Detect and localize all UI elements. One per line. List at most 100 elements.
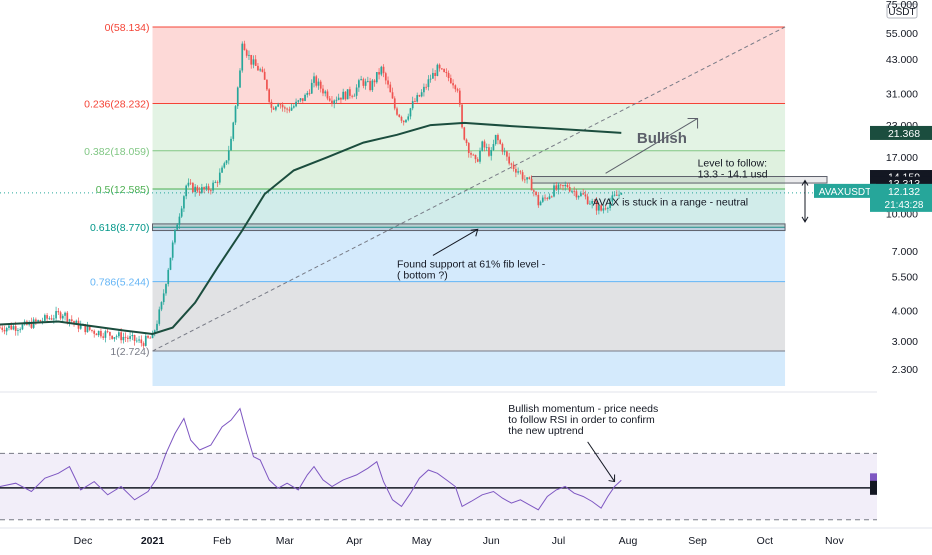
candle[interactable]	[360, 75, 362, 81]
candle[interactable]	[490, 147, 493, 161]
candle[interactable]	[405, 119, 407, 123]
candle[interactable]	[591, 198, 593, 209]
candle[interactable]	[515, 165, 517, 178]
candle[interactable]	[510, 162, 513, 169]
candle[interactable]	[102, 332, 105, 341]
candle[interactable]	[483, 139, 486, 152]
candle[interactable]	[447, 70, 450, 82]
candle[interactable]	[95, 333, 98, 336]
price-scale-unit[interactable]: USDT	[886, 3, 918, 19]
candle[interactable]	[304, 93, 306, 102]
candle[interactable]	[0, 324, 1, 329]
candle[interactable]	[409, 107, 412, 120]
candle[interactable]	[539, 200, 542, 206]
candle[interactable]	[366, 76, 369, 83]
candle[interactable]	[288, 106, 291, 113]
price-axis[interactable]: USDT55.00043.00031.00023.00017.00013.000…	[814, 0, 932, 550]
candle[interactable]	[140, 335, 143, 347]
candle[interactable]	[160, 301, 163, 312]
candle[interactable]	[541, 195, 544, 203]
candle[interactable]	[479, 147, 481, 164]
candle[interactable]	[254, 55, 257, 66]
candle[interactable]	[331, 96, 333, 107]
candle[interactable]	[310, 79, 313, 94]
candle[interactable]	[438, 63, 441, 72]
candle[interactable]	[326, 89, 329, 101]
candle[interactable]	[528, 176, 531, 180]
candle[interactable]	[470, 151, 472, 158]
candle[interactable]	[494, 134, 497, 146]
time-axis[interactable]: Dec 2021 Feb Mar Apr May Jun Jul Aug Sep Oct Nov	[0, 527, 932, 547]
candle[interactable]	[180, 205, 183, 218]
candle[interactable]	[454, 84, 457, 93]
candle[interactable]	[432, 68, 434, 79]
candle[interactable]	[562, 184, 564, 191]
candle[interactable]	[613, 191, 616, 197]
candle[interactable]	[396, 106, 398, 116]
candle[interactable]	[109, 331, 111, 341]
candle[interactable]	[548, 193, 551, 200]
candle[interactable]	[194, 183, 196, 197]
candle[interactable]	[230, 136, 232, 151]
candle[interactable]	[593, 198, 596, 202]
candle[interactable]	[553, 183, 555, 198]
candle[interactable]	[611, 191, 614, 206]
candle[interactable]	[124, 332, 127, 343]
candle[interactable]	[236, 86, 239, 109]
candle[interactable]	[196, 185, 199, 193]
candle[interactable]	[456, 87, 459, 93]
candle[interactable]	[595, 197, 598, 215]
candle[interactable]	[8, 325, 10, 331]
candle[interactable]	[369, 77, 371, 92]
candle[interactable]	[378, 68, 380, 80]
candle[interactable]	[3, 325, 6, 335]
candle[interactable]	[472, 153, 475, 156]
candle[interactable]	[279, 102, 282, 109]
candle[interactable]	[225, 160, 228, 165]
candle[interactable]	[252, 55, 255, 69]
candle[interactable]	[501, 142, 504, 155]
candle[interactable]	[346, 89, 349, 100]
candle[interactable]	[156, 320, 158, 332]
candle[interactable]	[142, 341, 145, 349]
last-price-tag[interactable]: AVAXUSDT 12.132 21:43:28	[814, 183, 932, 212]
candle[interactable]	[55, 306, 57, 323]
candle[interactable]	[340, 97, 342, 104]
candle[interactable]	[476, 157, 479, 163]
candle[interactable]	[19, 327, 22, 333]
candle[interactable]	[131, 332, 134, 341]
candle[interactable]	[266, 79, 268, 91]
candle[interactable]	[48, 316, 51, 320]
candle[interactable]	[97, 330, 100, 338]
candle[interactable]	[221, 165, 223, 174]
candle[interactable]	[335, 96, 338, 104]
candle[interactable]	[568, 182, 571, 193]
candle[interactable]	[5, 326, 8, 336]
candle[interactable]	[178, 213, 181, 229]
candle[interactable]	[21, 323, 24, 331]
candle[interactable]	[308, 89, 311, 96]
candle[interactable]	[391, 87, 394, 99]
candle[interactable]	[488, 143, 490, 158]
candle[interactable]	[275, 105, 277, 112]
candle[interactable]	[259, 67, 262, 72]
candle[interactable]	[351, 94, 353, 99]
candle[interactable]	[571, 189, 573, 193]
candle[interactable]	[492, 139, 495, 151]
candle[interactable]	[268, 88, 271, 105]
candle[interactable]	[257, 62, 259, 71]
candle[interactable]	[299, 97, 302, 103]
candle[interactable]	[234, 105, 237, 126]
candle[interactable]	[297, 99, 300, 104]
candle[interactable]	[50, 314, 53, 321]
candle[interactable]	[364, 78, 367, 90]
rsi-pane[interactable]: 100.0080.0060.0040.0053.7449.23Bullish m…	[0, 391, 932, 521]
candle[interactable]	[481, 140, 484, 152]
moving-average-line[interactable]	[0, 121, 622, 336]
candle[interactable]	[319, 79, 322, 93]
candle[interactable]	[192, 182, 194, 193]
candle[interactable]	[35, 317, 37, 326]
candle[interactable]	[389, 81, 392, 93]
candle[interactable]	[584, 190, 587, 200]
